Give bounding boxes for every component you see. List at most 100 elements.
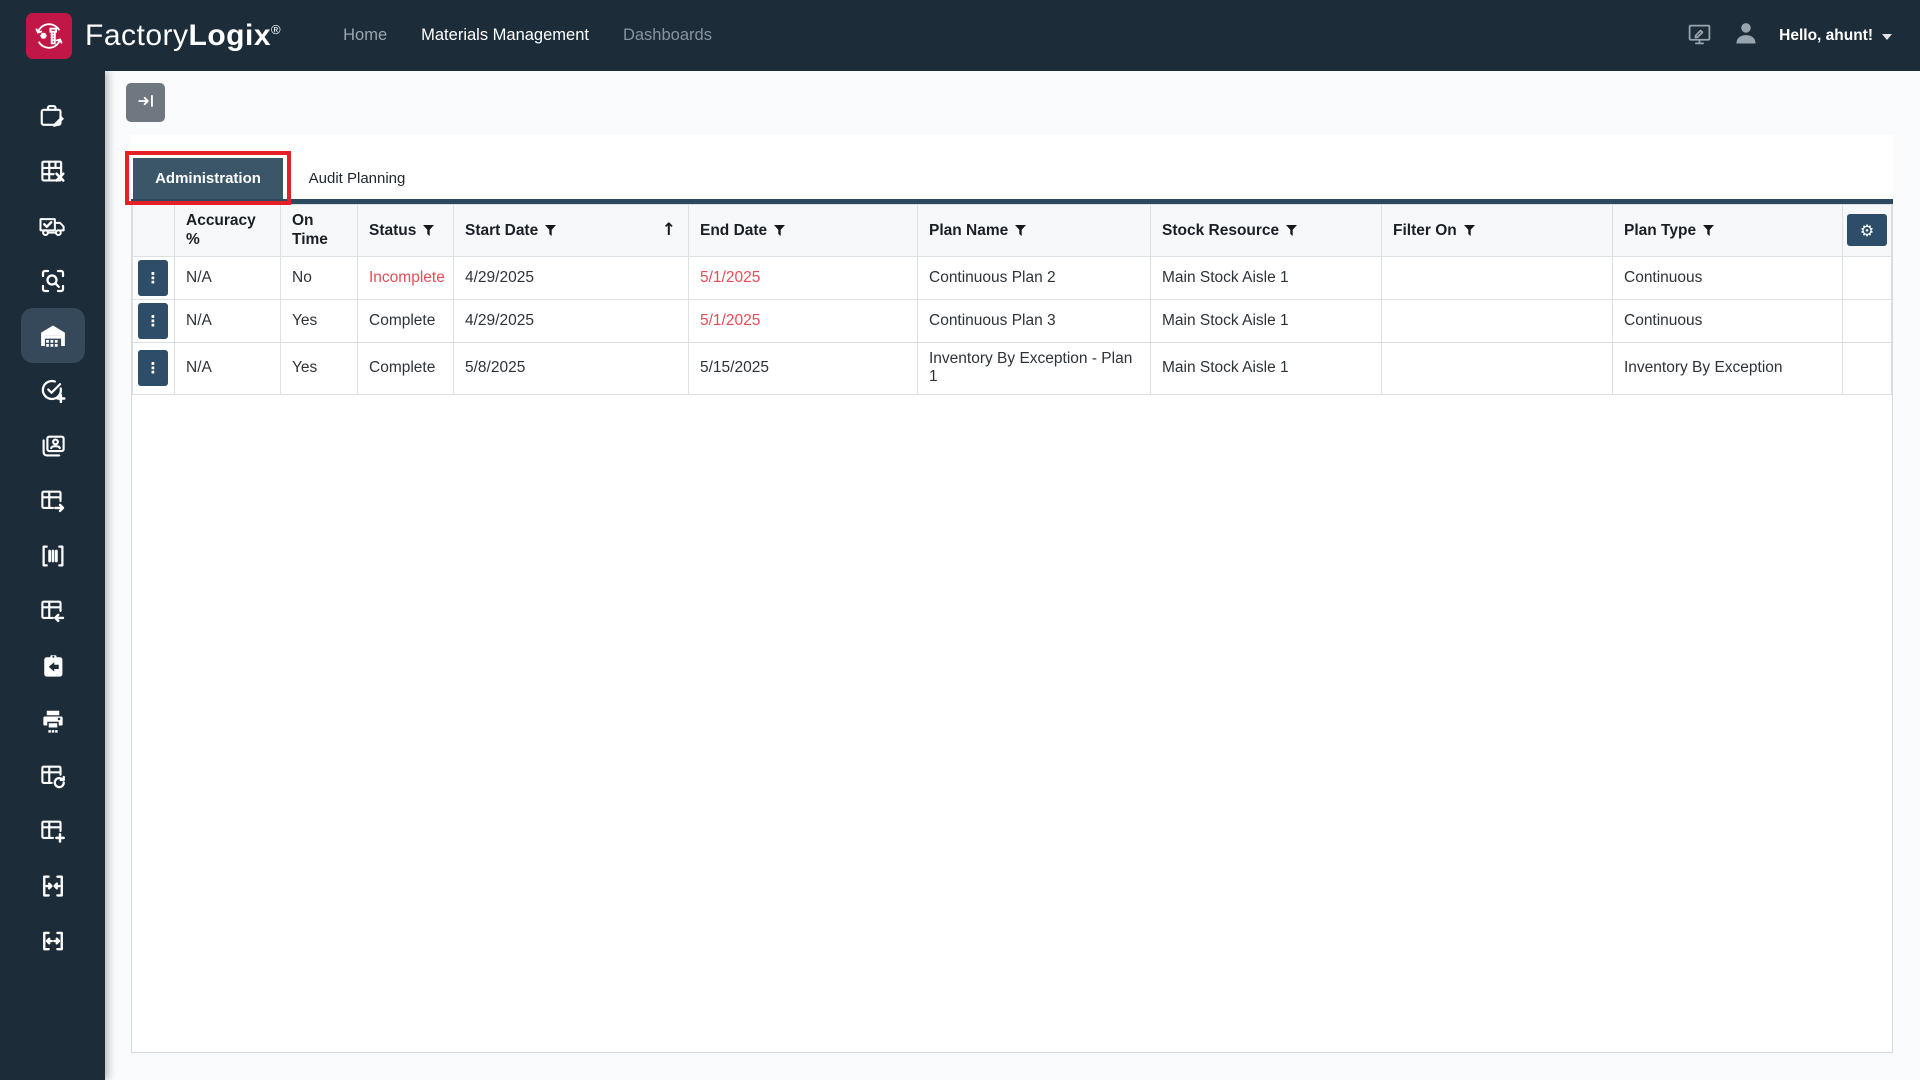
cell-filter-on xyxy=(1381,341,1613,395)
cell-stock-resource: Main Stock Aisle 1 xyxy=(1150,298,1382,343)
cell-start-date: 5/8/2025 xyxy=(453,341,689,395)
filter-icon[interactable] xyxy=(1703,224,1715,236)
col-header-status[interactable]: Status xyxy=(357,204,454,257)
topbar: FactoryLogix® Home Materials Management … xyxy=(0,0,1920,71)
cell-stock-resource: Main Stock Aisle 1 xyxy=(1150,341,1382,395)
cell-stock-resource: Main Stock Aisle 1 xyxy=(1150,255,1382,300)
nav-home[interactable]: Home xyxy=(343,26,388,44)
scan-search-icon xyxy=(41,269,64,292)
collapse-panel-button[interactable] xyxy=(126,83,165,122)
cell-status: Complete xyxy=(357,341,454,395)
cell-accuracy: N/A xyxy=(174,255,281,300)
main-nav: Home Materials Management Dashboards xyxy=(343,26,712,45)
filter-icon[interactable] xyxy=(1015,224,1027,236)
sidebar-item-table-remove[interactable] xyxy=(21,143,85,198)
cell-plan-name: Inventory By Exception - Plan 1 xyxy=(917,341,1151,395)
row-actions-button[interactable]: ⋮ xyxy=(138,259,168,296)
filter-icon[interactable] xyxy=(423,224,435,236)
sidebar-item-table-export[interactable] xyxy=(21,473,85,528)
tab-bar: Administration Audit Planning xyxy=(125,135,1893,205)
sidebar-item-audit-add[interactable] xyxy=(21,363,85,418)
consolidate-arrows-icon xyxy=(42,874,63,897)
caret-down-icon xyxy=(1882,33,1892,40)
gear-icon: ⚙ xyxy=(1859,220,1875,240)
cell-accuracy: N/A xyxy=(174,298,281,343)
cell-settings xyxy=(1842,298,1892,343)
factorylogix-logo-icon xyxy=(26,12,72,59)
delivery-truck-check-icon xyxy=(39,217,65,236)
user-greeting: Hello, ahunt! xyxy=(1779,26,1873,44)
sidebar-item-scan-search[interactable] xyxy=(21,253,85,308)
sidebar-item-delivery-truck[interactable] xyxy=(21,198,85,253)
workstation-settings-button[interactable] xyxy=(1686,22,1713,50)
sidebar-item-table-add[interactable] xyxy=(21,803,85,858)
sort-ascending-icon[interactable]: ↑ xyxy=(661,219,676,240)
content-area: Administration Audit Planning Accuracy %… xyxy=(105,71,1920,1080)
sidebar-item-barcode-scan[interactable] xyxy=(21,528,85,583)
sidebar-item-expand[interactable] xyxy=(21,913,85,968)
table-row: ⋮ N/A Yes Complete 5/8/2025 5/15/2025 In… xyxy=(132,341,1892,395)
brand-logo[interactable]: FactoryLogix® xyxy=(26,12,282,59)
col-header-stock-resource[interactable]: Stock Resource xyxy=(1150,204,1382,257)
filter-icon[interactable] xyxy=(774,224,786,236)
barcode-scan-icon xyxy=(42,545,63,566)
col-label: Start Date xyxy=(465,221,539,239)
tab-underline xyxy=(131,199,1893,204)
grid-settings-button[interactable]: ⚙ xyxy=(1847,214,1887,247)
filter-icon[interactable] xyxy=(545,224,557,236)
table-add-icon xyxy=(40,820,65,843)
filter-icon[interactable] xyxy=(1463,224,1475,236)
sidebar-item-table-refresh[interactable] xyxy=(21,748,85,803)
cell-status: Incomplete xyxy=(357,255,454,300)
cell-end-date: 5/1/2025 xyxy=(688,255,918,300)
cell-plan-type: Continuous xyxy=(1612,298,1843,343)
user-menu-button[interactable]: Hello, ahunt! xyxy=(1779,27,1892,45)
nav-materials-management[interactable]: Materials Management xyxy=(421,26,589,44)
col-header-plan-type[interactable]: Plan Type xyxy=(1612,204,1843,257)
cell-settings xyxy=(1842,341,1892,395)
cell-end-date: 5/1/2025 xyxy=(688,298,918,343)
sidebar-item-printer[interactable] xyxy=(21,693,85,748)
cell-plan-name: Continuous Plan 2 xyxy=(917,255,1151,300)
col-header-filter-on[interactable]: Filter On xyxy=(1381,204,1613,257)
table-row: ⋮ N/A No Incomplete 4/29/2025 5/1/2025 C… xyxy=(132,255,1892,300)
col-label: Filter On xyxy=(1393,221,1457,239)
cell-end-date: 5/15/2025 xyxy=(688,341,918,395)
tab-audit-planning[interactable]: Audit Planning xyxy=(291,158,423,199)
tab-administration[interactable]: Administration xyxy=(133,158,283,199)
row-actions-button[interactable]: ⋮ xyxy=(138,350,168,387)
audit-check-add-icon xyxy=(41,379,65,403)
nav-dashboards[interactable]: Dashboards xyxy=(622,26,712,44)
col-header-start-date[interactable]: Start Date ↑ xyxy=(453,204,689,257)
col-header-accuracy: Accuracy % xyxy=(174,204,281,257)
sidebar-item-contacts[interactable] xyxy=(21,418,85,473)
cell-plan-type: Inventory By Exception xyxy=(1612,341,1843,395)
brand-name: FactoryLogix® xyxy=(85,18,282,52)
clipboard-return-icon xyxy=(43,654,62,677)
col-header-plan-name[interactable]: Plan Name xyxy=(917,204,1151,257)
sidebar xyxy=(0,71,105,1080)
sidebar-item-consolidate[interactable] xyxy=(21,858,85,913)
header-row: Accuracy % On Time Status Start Date ↑ xyxy=(132,204,1892,257)
sidebar-item-clipboard-return[interactable] xyxy=(21,638,85,693)
arrow-to-bar-icon xyxy=(135,90,157,115)
col-label: End Date xyxy=(700,221,768,239)
topbar-right: Hello, ahunt! xyxy=(1686,19,1920,52)
col-header-on-time: On Time xyxy=(280,204,358,257)
cell-settings xyxy=(1842,255,1892,300)
col-header-end-date[interactable]: End Date xyxy=(688,204,918,257)
table-remove-icon xyxy=(40,160,65,182)
sidebar-item-warehouse[interactable] xyxy=(20,308,85,363)
cell-status: Complete xyxy=(357,298,454,343)
col-label: Plan Type xyxy=(1624,221,1697,239)
expand-arrows-icon xyxy=(42,931,63,950)
sidebar-item-work-order-edit[interactable] xyxy=(21,88,85,143)
col-header-actions xyxy=(132,204,175,257)
row-actions-button[interactable]: ⋮ xyxy=(138,302,168,339)
table-export-icon xyxy=(40,490,64,512)
filter-icon[interactable] xyxy=(1286,224,1298,236)
cell-filter-on xyxy=(1381,255,1613,300)
cell-start-date: 4/29/2025 xyxy=(453,298,689,343)
cell-start-date: 4/29/2025 xyxy=(453,255,689,300)
sidebar-item-table-import[interactable] xyxy=(21,583,85,638)
